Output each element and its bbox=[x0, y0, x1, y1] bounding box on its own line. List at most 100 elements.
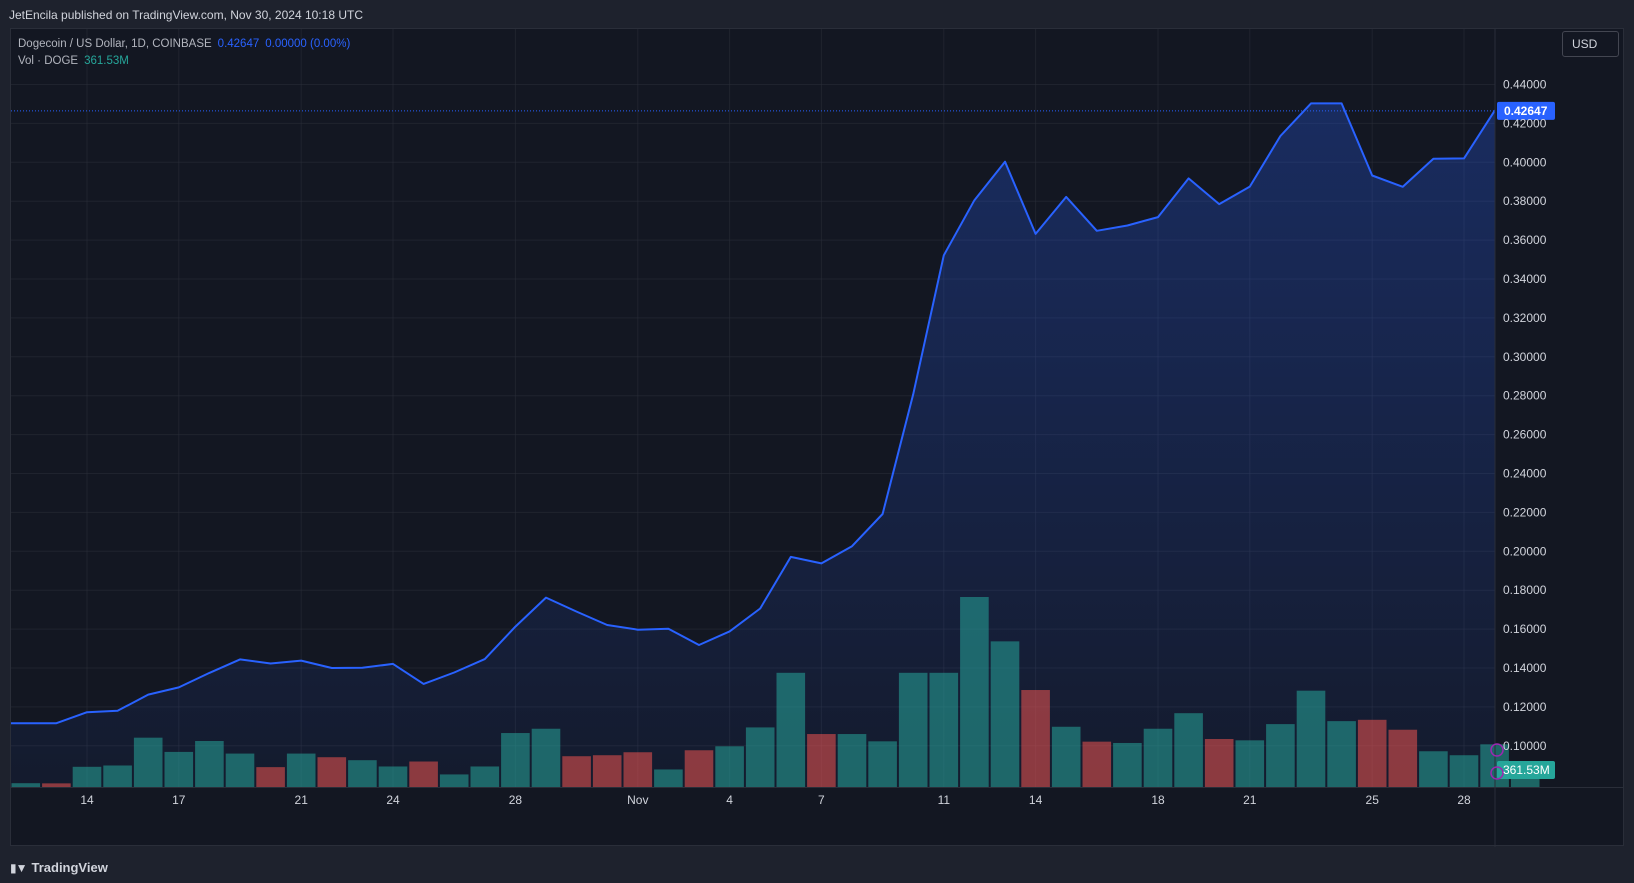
y-tick-label: 0.36000 bbox=[1503, 233, 1547, 247]
volume-bar bbox=[776, 672, 806, 787]
volume-bar bbox=[225, 753, 255, 787]
volume-bar bbox=[807, 734, 836, 787]
volume-bar bbox=[960, 597, 989, 787]
volume-bar bbox=[898, 672, 928, 787]
axes bbox=[11, 29, 1624, 847]
volume-bar bbox=[409, 761, 438, 787]
volume-bar bbox=[1296, 690, 1326, 787]
volume-bar bbox=[470, 766, 500, 787]
volume-bar bbox=[164, 751, 194, 787]
y-tick-label: 0.22000 bbox=[1503, 505, 1547, 519]
y-tick-label: 0.30000 bbox=[1503, 350, 1547, 364]
x-tick-label: 7 bbox=[818, 793, 825, 807]
price-area bbox=[11, 103, 1495, 787]
volume-bar bbox=[715, 746, 744, 787]
volume-tag bbox=[1497, 761, 1555, 779]
volume-bar bbox=[378, 766, 408, 787]
volume-bar bbox=[1082, 741, 1112, 787]
y-tick-label: 0.20000 bbox=[1503, 544, 1547, 558]
volume-bar bbox=[868, 741, 897, 787]
volume-bar bbox=[929, 672, 959, 787]
volume-tag-label: 361.53M bbox=[1503, 763, 1550, 777]
brand-name: TradingView bbox=[31, 860, 108, 875]
volume-bar bbox=[1235, 740, 1265, 787]
volume-bar bbox=[1388, 729, 1418, 787]
axis-labels: 0.44000 0.42000 0.40000 0.38000 0.36000 0.340… bbox=[80, 78, 1549, 808]
volume-bar bbox=[562, 756, 591, 787]
volume-bar bbox=[1174, 713, 1203, 787]
volume-bar bbox=[1266, 724, 1295, 787]
footer bbox=[0, 848, 1634, 883]
volume-bar bbox=[103, 765, 132, 787]
volume-bar bbox=[348, 760, 377, 787]
x-tick-label: 17 bbox=[172, 793, 186, 807]
volume-bar bbox=[133, 737, 163, 787]
volume-bar bbox=[531, 728, 561, 787]
volume-bar bbox=[654, 769, 683, 787]
volume-bar bbox=[72, 766, 102, 787]
volume-bar bbox=[1449, 755, 1479, 787]
publish-info: JetEncila published on TradingView.com, … bbox=[9, 8, 363, 22]
alert-marker-icon[interactable] bbox=[1490, 766, 1504, 780]
currency-label: USD bbox=[1572, 37, 1598, 51]
volume-bar bbox=[990, 641, 1020, 787]
x-tick-label: 21 bbox=[1243, 793, 1257, 807]
volume-bar bbox=[11, 783, 41, 787]
last-price-tag-label: 0.42647 bbox=[1504, 104, 1548, 118]
y-tick-label: 0.12000 bbox=[1503, 700, 1547, 714]
volume-bar bbox=[684, 750, 714, 787]
volume-bar bbox=[317, 757, 347, 787]
x-tick-label: 18 bbox=[1151, 793, 1165, 807]
x-tick-label: 14 bbox=[80, 793, 94, 807]
publish-header: JetEncila published on TradingView.com, … bbox=[0, 0, 1634, 28]
tradingview-logo[interactable]: ▮▼ TradingView bbox=[10, 860, 108, 875]
x-tick-label: 11 bbox=[938, 793, 951, 807]
y-tick-label: 0.38000 bbox=[1503, 194, 1547, 208]
currency-button[interactable]: USD bbox=[1562, 31, 1619, 57]
volume-bar bbox=[592, 755, 622, 787]
y-tick-label: 0.44000 bbox=[1503, 78, 1547, 92]
x-tick-label: 4 bbox=[726, 793, 733, 807]
y-tick-label: 0.26000 bbox=[1503, 428, 1547, 442]
y-tick-label: 0.32000 bbox=[1503, 311, 1547, 325]
x-tick-label: Nov bbox=[627, 793, 648, 807]
x-tick-label: 25 bbox=[1366, 793, 1380, 807]
volume-bar bbox=[745, 727, 775, 787]
tradingview-logo-icon: ▮▼ bbox=[10, 860, 28, 875]
y-tick-label: 0.34000 bbox=[1503, 272, 1547, 286]
y-tick-label: 0.18000 bbox=[1503, 583, 1547, 597]
y-tick-label: 0.40000 bbox=[1503, 155, 1547, 169]
x-tick-label: 14 bbox=[1029, 793, 1043, 807]
price-chart[interactable]: 0.44000 0.42000 0.40000 0.38000 0.36000 0.340… bbox=[0, 0, 1634, 848]
volume-bar bbox=[256, 767, 285, 787]
y-tick-label: 0.10000 bbox=[1503, 739, 1547, 753]
volume-bar bbox=[1327, 721, 1356, 787]
volume-bar bbox=[501, 733, 530, 787]
volume-bar bbox=[1357, 719, 1387, 787]
last-price-tag bbox=[1497, 101, 1555, 120]
volume-bar bbox=[1204, 739, 1234, 787]
price-line bbox=[11, 102, 1496, 725]
price-line-path bbox=[11, 102, 1496, 725]
y-tick-label: 0.24000 bbox=[1503, 467, 1547, 481]
x-tick-label: 21 bbox=[295, 793, 309, 807]
volume-bar bbox=[42, 783, 71, 787]
x-tick-label: 28 bbox=[1457, 793, 1471, 807]
volume-bar bbox=[1113, 742, 1142, 787]
x-tick-label: 28 bbox=[509, 793, 523, 807]
volume-bars bbox=[11, 597, 1540, 787]
volume-bar bbox=[837, 734, 867, 787]
y-tick-label: 0.42000 bbox=[1503, 116, 1547, 130]
price-area-fill bbox=[11, 103, 1495, 787]
volume-bar bbox=[195, 740, 224, 787]
volume-bar bbox=[1021, 690, 1050, 787]
volume-bar bbox=[1051, 726, 1081, 787]
x-tick-label: 24 bbox=[386, 793, 400, 807]
volume-bar bbox=[439, 774, 469, 787]
volume-bar bbox=[286, 753, 316, 787]
volume-bar bbox=[1143, 728, 1173, 787]
alert-marker-icon[interactable] bbox=[1490, 743, 1504, 757]
volume-bar bbox=[623, 752, 653, 787]
y-tick-label: 0.14000 bbox=[1503, 661, 1547, 675]
volume-bar bbox=[1419, 751, 1448, 787]
